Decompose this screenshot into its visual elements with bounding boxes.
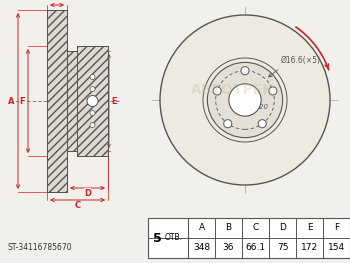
Text: E: E: [111, 97, 117, 105]
Text: D: D: [84, 189, 91, 198]
Circle shape: [90, 87, 95, 92]
Text: A: A: [198, 224, 204, 232]
Bar: [67, 51, 77, 151]
Text: 36: 36: [223, 244, 234, 252]
Text: C: C: [75, 201, 80, 210]
Circle shape: [258, 120, 266, 128]
Text: B: B: [225, 224, 232, 232]
Text: B: B: [54, 0, 60, 3]
Circle shape: [87, 95, 98, 107]
Text: F: F: [334, 224, 339, 232]
Circle shape: [90, 74, 95, 79]
Circle shape: [213, 87, 221, 95]
Text: ST-34116785670: ST-34116785670: [8, 244, 73, 252]
Bar: [47, 10, 67, 192]
Text: 5: 5: [153, 231, 161, 245]
Text: F: F: [19, 97, 25, 105]
Text: 66.1: 66.1: [245, 244, 266, 252]
Text: E: E: [307, 224, 312, 232]
Text: Ø120: Ø120: [249, 104, 268, 110]
Text: D: D: [279, 224, 286, 232]
Circle shape: [208, 62, 282, 138]
Circle shape: [269, 87, 277, 95]
Text: A: A: [8, 97, 14, 105]
Circle shape: [203, 58, 287, 142]
Text: 348: 348: [193, 244, 210, 252]
Circle shape: [229, 84, 261, 116]
Text: ОТВ.: ОТВ.: [165, 234, 183, 242]
Text: C: C: [252, 224, 259, 232]
Bar: [77, 46, 108, 156]
Text: 75: 75: [277, 244, 288, 252]
Text: 154: 154: [328, 244, 345, 252]
Bar: [148, 218, 350, 258]
Circle shape: [160, 15, 330, 185]
Circle shape: [224, 120, 232, 128]
Text: Ø16.6(×5): Ø16.6(×5): [281, 56, 321, 65]
Circle shape: [241, 67, 249, 75]
Circle shape: [90, 99, 95, 104]
Circle shape: [90, 110, 95, 115]
Text: 172: 172: [301, 244, 318, 252]
Circle shape: [90, 123, 95, 128]
Text: АВТОТРЕК: АВТОТРЕК: [191, 83, 275, 97]
